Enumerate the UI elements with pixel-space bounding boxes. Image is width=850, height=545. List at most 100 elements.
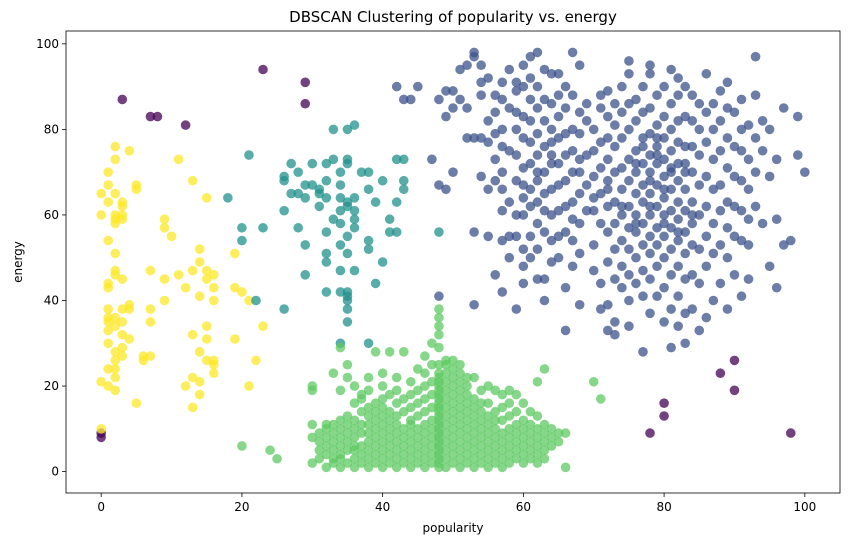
data-point [694,150,705,160]
data-point [110,154,121,165]
points-layer [96,47,810,473]
data-point [398,94,409,105]
data-point [497,436,508,447]
data-point [237,235,247,246]
data-point [413,449,423,460]
data-point [349,398,360,408]
data-point [736,175,747,186]
data-point [497,428,508,438]
data-point [363,372,374,383]
data-point [504,458,515,468]
data-point [532,274,543,284]
data-point [448,381,458,391]
data-point [708,154,719,165]
data-point [187,175,198,186]
data-point [455,428,465,438]
data-point [455,419,465,430]
data-point [180,282,191,293]
data-point [645,274,655,284]
data-point [673,158,683,169]
data-point [511,150,522,160]
data-point [476,385,486,396]
data-point [476,406,486,417]
y-tick-label: 60 [44,208,59,222]
data-point [525,231,536,242]
data-point [342,372,353,383]
data-point [434,180,444,190]
data-point [335,180,346,190]
data-point [518,278,529,289]
data-point [659,282,669,293]
data-point [603,325,613,336]
data-point [645,308,655,319]
data-point [328,445,339,456]
data-point [743,184,754,195]
data-point [532,175,543,186]
data-point [680,167,690,177]
data-point [624,68,634,79]
data-point [771,282,782,293]
data-point [708,184,719,195]
data-point [490,385,501,396]
data-point [469,445,479,456]
data-point [504,64,515,75]
data-point [441,355,451,366]
data-point [687,240,698,250]
data-point [342,154,353,165]
data-point [448,364,458,374]
data-point [504,432,515,443]
data-point [546,150,557,160]
data-point [666,145,676,156]
data-point [666,270,676,280]
data-point [96,376,106,387]
data-point [546,158,557,169]
data-point [413,398,423,408]
data-point [349,120,360,130]
data-point [708,248,719,259]
data-point [377,462,388,473]
data-point [384,424,395,434]
data-point [645,428,655,438]
data-point [145,317,156,327]
data-point [391,154,402,165]
data-point [553,252,564,263]
data-point [391,436,402,447]
data-point [434,329,444,340]
data-point [631,218,641,229]
data-point [117,210,128,220]
data-point [595,90,606,100]
data-point [391,398,402,408]
data-point [588,124,599,135]
data-point [687,218,698,229]
data-point [525,428,536,438]
data-point [490,128,501,139]
data-point [708,295,719,306]
data-point [483,398,493,408]
data-point [370,424,381,434]
data-point [595,218,606,229]
data-point [349,381,360,391]
data-point [356,458,367,468]
data-point [631,145,641,156]
data-point [194,389,205,400]
data-point [588,193,599,203]
data-point [391,445,402,456]
data-point [462,103,472,113]
data-point [194,257,205,267]
data-point [272,453,282,464]
data-point [441,436,451,447]
data-point [307,381,318,391]
data-point [617,163,627,173]
data-point [405,94,416,105]
data-point [553,90,564,100]
data-point [469,462,479,473]
data-point [145,265,156,276]
data-point [384,214,395,225]
data-point [757,116,768,126]
x-tick-label: 20 [234,500,249,514]
data-point [645,210,655,220]
data-point [462,424,472,434]
data-point [736,291,747,302]
data-point [610,329,620,340]
data-point [208,282,219,293]
